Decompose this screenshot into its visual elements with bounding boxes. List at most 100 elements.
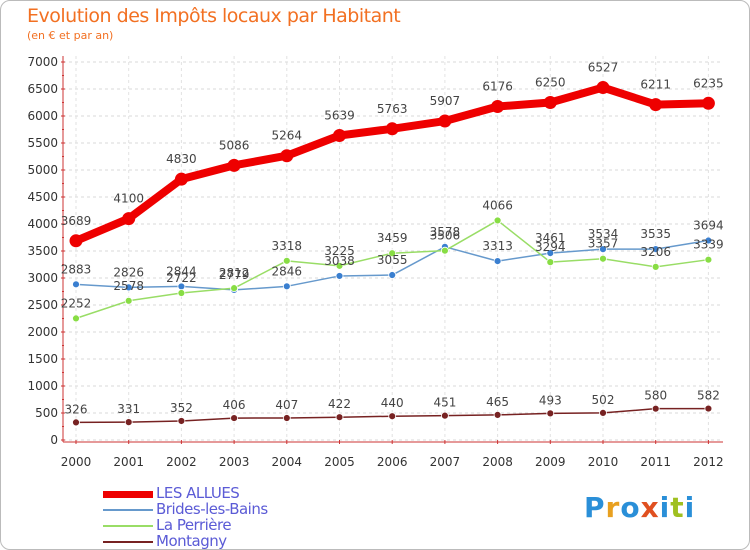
series-point-3 [388,412,397,421]
y-tick-label: 4000 [27,217,58,231]
series-point-3 [651,404,660,413]
data-label-0: 5086 [219,138,250,152]
y-tick-label: 1500 [27,352,58,366]
data-label-2: 3318 [272,239,303,253]
series-point-3 [599,408,607,417]
series-point-0 [122,212,136,226]
data-label-1: 2844 [166,264,197,278]
data-label-0: 6176 [482,79,513,93]
y-tick-label: 6000 [27,109,58,123]
series-point-2 [599,254,607,263]
logo-letter: r [605,491,621,524]
series-point-1 [546,249,555,258]
x-tick-label: 2011 [640,455,671,469]
series-point-2 [335,261,344,270]
data-label-3: 406 [223,398,246,412]
data-label-0: 6211 [640,78,671,92]
x-tick-label: 2001 [113,455,144,469]
y-tick-label: 1000 [27,379,58,393]
chart-title: Evolution des Impôts locaux par Habitant [27,5,401,27]
y-tick-label: 0 [50,433,58,447]
data-label-0: 5763 [377,102,408,116]
series-point-0 [227,158,241,172]
y-tick-label: 2000 [27,325,58,339]
legend-label-brides-les-bains: Brides-les-Bains [156,500,268,518]
series-point-2 [440,246,449,255]
series-point-2 [124,296,133,305]
data-label-3: 407 [275,398,298,412]
series-point-1 [493,257,502,265]
x-tick-label: 2010 [588,455,619,469]
x-tick-label: 2002 [166,455,197,469]
series-point-0 [491,99,505,113]
y-tick-label: 5500 [27,136,58,150]
y-tick-label: 3000 [27,271,58,285]
data-label-3: 440 [381,396,404,410]
series-point-3 [335,413,344,422]
legend-swatch-brides-les-bains [103,509,153,511]
series-point-0 [280,149,294,163]
series-point-1 [599,245,607,254]
data-label-0: 4830 [166,152,197,166]
legend-label-les-allues: LES ALLUES [156,484,240,502]
logo-letter: x [640,491,660,524]
data-label-0: 4100 [113,192,144,206]
data-label-1: 3313 [482,239,513,253]
logo-letter: i [659,491,671,524]
x-tick-label: 2004 [272,455,303,469]
data-label-2: 3206 [640,245,671,259]
y-tick-label: 2500 [27,298,58,312]
data-label-0: 5264 [272,129,303,143]
series-point-0 [333,128,346,142]
series-point-1 [282,282,291,291]
data-label-0: 3689 [61,214,92,228]
logo-letter: o [620,491,641,524]
data-label-3: 582 [697,389,720,403]
data-label-0: 6250 [535,76,566,90]
data-label-1: 3038 [324,254,355,268]
series-point-1 [335,272,344,280]
data-label-1: 2779 [219,268,250,282]
series-point-3 [282,414,291,422]
series-point-3 [704,404,713,413]
data-label-3: 502 [592,393,615,407]
series-point-0 [69,234,83,248]
y-tick-label: 3500 [27,244,58,258]
series-point-0 [438,114,452,128]
series-point-2 [651,262,660,271]
data-label-3: 352 [170,401,193,415]
data-label-3: 331 [117,402,140,416]
series-point-3 [230,414,239,422]
legend-label-montagny: Montagny [156,532,227,550]
logo-letter: t [670,491,685,524]
series-point-2 [177,289,186,297]
series-point-2 [72,314,80,323]
series-point-0 [649,98,663,112]
series-point-0 [543,96,557,109]
series-point-3 [493,410,502,419]
data-label-1: 2826 [113,265,144,279]
y-tick-label: 7000 [27,55,58,69]
data-label-2: 4066 [482,198,513,212]
series-point-2 [493,216,502,225]
series-point-2 [546,258,555,267]
x-tick-label: 2008 [482,455,513,469]
data-label-3: 580 [644,389,667,403]
x-tick-label: 2003 [219,455,250,469]
data-label-3: 465 [486,395,509,409]
data-label-2: 2252 [61,296,92,310]
series-point-1 [124,283,133,292]
data-label-2: 3506 [430,229,461,243]
data-label-2: 2578 [113,279,144,293]
data-label-2: 2812 [219,266,250,280]
data-label-1: 3055 [377,253,408,267]
data-label-0: 6235 [693,76,724,90]
series-point-1 [72,280,80,289]
y-tick-label: 500 [35,406,58,420]
x-tick-label: 2007 [430,455,461,469]
y-tick-label: 6500 [27,82,58,96]
data-label-0: 6527 [588,61,619,75]
series-point-1 [704,236,713,245]
